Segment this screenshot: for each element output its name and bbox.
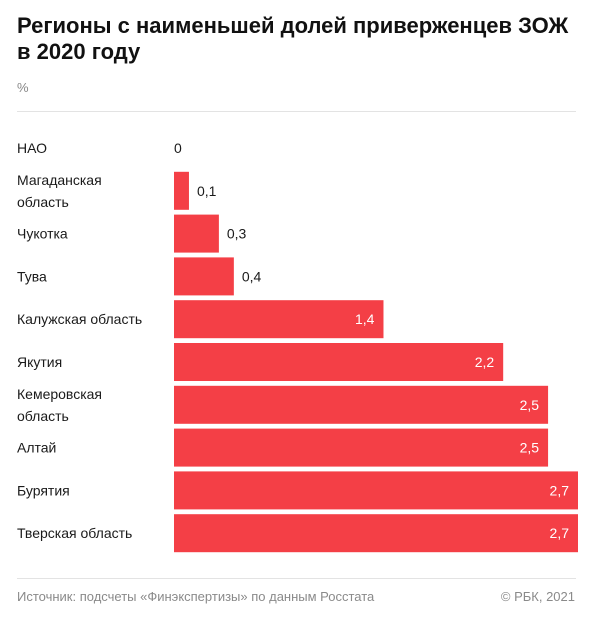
bar	[174, 257, 234, 296]
category-label: Бурятия	[17, 482, 70, 498]
category-label: Кемеровская область	[17, 386, 102, 424]
bottom-divider	[17, 578, 576, 579]
bar-chart: НАО 0 Магаданская область 0,1 Чукотка 0,3 Тува 0…	[17, 140, 578, 553]
category-label: Чукотка	[17, 226, 68, 242]
value-label: 2,7	[550, 525, 570, 541]
bar	[174, 343, 504, 381]
category-label: Тверская область	[17, 525, 132, 541]
bar	[174, 214, 219, 253]
bar	[174, 385, 549, 424]
bar	[174, 428, 549, 467]
source-note: Источник: подсчеты «Финэкспертизы» по да…	[17, 589, 375, 604]
value-label: 2,5	[520, 440, 540, 456]
value-label: 0	[174, 140, 182, 156]
value-label: 1,4	[355, 311, 375, 327]
copyright-note: © РБК, 2021	[500, 589, 575, 604]
category-label: Калужская область	[17, 311, 142, 327]
chart-title: Регионы с наименьшей долей приверженцев …	[17, 13, 569, 64]
value-label: 2,2	[475, 354, 495, 370]
value-label: 2,7	[550, 482, 570, 498]
bar	[174, 471, 578, 510]
top-divider	[17, 111, 576, 112]
unit-label: %	[17, 80, 29, 95]
category-label: Магаданская область	[17, 172, 102, 210]
category-label: Якутия	[17, 354, 62, 370]
value-label: 0,3	[227, 226, 247, 242]
value-label: 0,4	[242, 268, 262, 284]
bar	[174, 514, 578, 553]
bar	[174, 171, 189, 210]
category-label: НАО	[17, 140, 47, 156]
value-label: 0,1	[197, 183, 217, 199]
category-label: Тува	[17, 268, 47, 284]
category-label: Алтай	[17, 440, 56, 456]
value-label: 2,5	[520, 397, 540, 413]
bar	[174, 300, 384, 339]
